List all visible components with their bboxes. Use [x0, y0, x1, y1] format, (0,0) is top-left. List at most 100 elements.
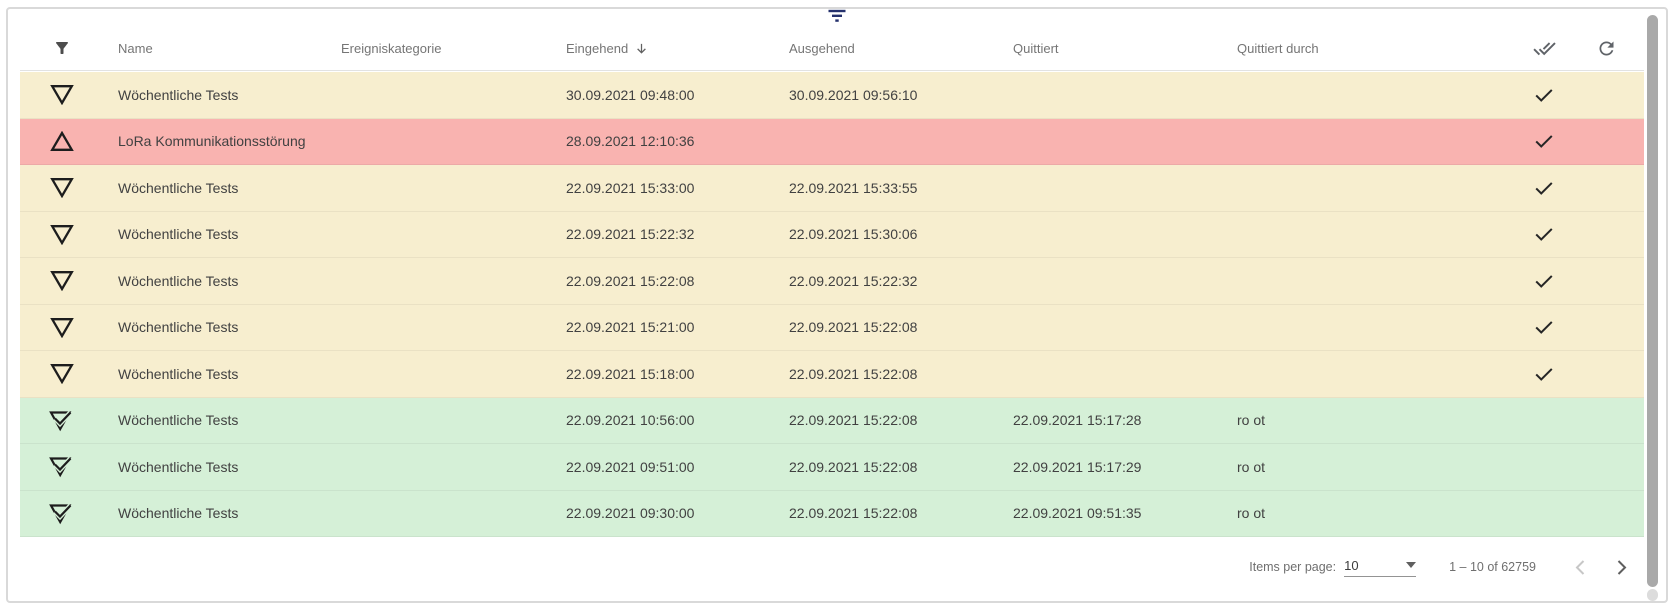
page-range-label: 1 – 10 of 62759 [1449, 560, 1536, 574]
filter-list-toggle-button[interactable] [820, 3, 854, 29]
cell-outgoing: 30.09.2021 09:56:10 [789, 86, 918, 103]
table-row[interactable]: Wöchentliche Tests 22.09.2021 15:33:00 2… [20, 165, 1644, 212]
column-header-incoming[interactable]: Eingehend [566, 41, 789, 56]
triangle-down-check-icon [49, 410, 73, 431]
triangle-down-check-icon [49, 457, 73, 478]
acknowledge-action[interactable] [1533, 177, 1555, 199]
triangle-down-icon [50, 364, 74, 385]
cell-incoming: 22.09.2021 15:18:00 [566, 365, 695, 382]
cell-outgoing: 22.09.2021 15:22:08 [789, 412, 918, 429]
triangle-down-check-icon [49, 503, 73, 524]
chevron-left-icon [1575, 560, 1585, 575]
row-status-cell [20, 409, 118, 432]
acknowledge-action[interactable] [1533, 363, 1555, 385]
row-status-cell [20, 270, 118, 292]
acknowledge-action[interactable] [1533, 223, 1555, 245]
triangle-down-icon [50, 224, 74, 245]
cell-acknowledged-by: ro ot [1237, 412, 1266, 429]
cell-outgoing: 22.09.2021 15:33:55 [789, 179, 918, 196]
column-header-name[interactable]: Name [118, 40, 153, 56]
triangle-up-icon [50, 130, 74, 151]
row-status-cell [20, 363, 118, 385]
cell-acknowledged-by: ro ot [1237, 505, 1266, 522]
cell-incoming: 28.09.2021 12:10:36 [566, 133, 695, 150]
table-row[interactable]: Wöchentliche Tests 22.09.2021 09:51:00 2… [20, 444, 1644, 491]
row-status-cell [20, 177, 118, 199]
cell-acknowledged-by: ro ot [1237, 458, 1266, 475]
table-row[interactable]: Wöchentliche Tests 22.09.2021 15:22:08 2… [20, 258, 1644, 305]
next-page-button[interactable] [1602, 548, 1640, 586]
select-caret-icon [1406, 562, 1417, 568]
check-icon [1535, 274, 1553, 288]
cell-acknowledged: 22.09.2021 09:51:35 [1013, 505, 1142, 522]
cell-name: LoRa Kommunikationsstörung [118, 133, 306, 150]
column-header-category[interactable]: Ereigniskategorie [341, 40, 442, 56]
check-icon [1535, 135, 1553, 149]
cell-name: Wöchentliche Tests [118, 412, 239, 429]
items-per-page-value: 10 [1344, 557, 1359, 573]
row-status-cell [20, 455, 118, 478]
cell-incoming: 22.09.2021 15:21:00 [566, 319, 695, 336]
cell-incoming: 22.09.2021 09:51:00 [566, 458, 695, 475]
column-header-outgoing[interactable]: Ausgehend [789, 40, 855, 56]
table-row[interactable]: Wöchentliche Tests 22.09.2021 15:18:00 2… [20, 351, 1644, 398]
filter-funnel-icon [56, 42, 68, 54]
cell-name: Wöchentliche Tests [118, 505, 239, 522]
cell-incoming: 22.09.2021 10:56:00 [566, 412, 695, 429]
check-icon [1535, 321, 1553, 335]
cell-outgoing: 22.09.2021 15:22:08 [789, 505, 918, 522]
column-header-acknowledged[interactable]: Quittiert [1013, 40, 1059, 56]
cell-name: Wöchentliche Tests [118, 458, 239, 475]
cell-outgoing: 22.09.2021 15:22:32 [789, 272, 918, 289]
cell-incoming: 22.09.2021 15:22:08 [566, 272, 695, 289]
previous-page-button [1562, 548, 1600, 586]
table-row[interactable]: LoRa Kommunikationsstörung 28.09.2021 12… [20, 118, 1644, 165]
check-icon [1535, 88, 1553, 102]
cell-outgoing: 22.09.2021 15:22:08 [789, 458, 918, 475]
cell-acknowledged: 22.09.2021 15:17:29 [1013, 458, 1142, 475]
triangle-down-icon [50, 317, 74, 338]
acknowledge-action[interactable] [1533, 84, 1555, 106]
cell-name: Wöchentliche Tests [118, 86, 239, 103]
cell-outgoing: 22.09.2021 15:30:06 [789, 226, 918, 243]
arrow-downward-sort-icon [637, 43, 646, 54]
vertical-scrollbar-thumb[interactable] [1647, 15, 1658, 587]
triangle-down-icon [50, 271, 74, 292]
row-status-cell [20, 130, 118, 152]
row-status-cell [20, 84, 118, 106]
row-status-cell [20, 224, 118, 245]
cell-incoming: 22.09.2021 09:30:00 [566, 505, 695, 522]
cell-name: Wöchentliche Tests [118, 179, 239, 196]
table-row[interactable]: Wöchentliche Tests 22.09.2021 15:22:32 2… [20, 211, 1644, 258]
items-per-page-select[interactable]: 10 [1344, 557, 1417, 577]
row-status-cell [20, 502, 118, 525]
refresh-button[interactable] [1588, 30, 1624, 66]
cell-name: Wöchentliche Tests [118, 226, 239, 243]
table-row[interactable]: Wöchentliche Tests 30.09.2021 09:48:00 3… [20, 72, 1644, 119]
cell-incoming: 30.09.2021 09:48:00 [566, 86, 695, 103]
cell-outgoing: 22.09.2021 15:22:08 [789, 365, 918, 382]
acknowledge-all-button[interactable] [1526, 30, 1562, 66]
triangle-down-icon [50, 178, 74, 199]
check-icon [1535, 181, 1553, 195]
cell-name: Wöchentliche Tests [118, 272, 239, 289]
check-icon [1535, 367, 1553, 381]
table-row[interactable]: Wöchentliche Tests 22.09.2021 10:56:00 2… [20, 397, 1644, 444]
refresh-icon [1599, 41, 1613, 55]
acknowledge-action[interactable] [1533, 270, 1555, 292]
acknowledge-action[interactable] [1533, 130, 1555, 152]
filter-list-icon [828, 9, 846, 22]
acknowledge-action[interactable] [1533, 316, 1555, 338]
header-filter-cell[interactable] [20, 39, 118, 57]
chevron-right-icon [1617, 560, 1627, 575]
column-header-incoming-label: Eingehend [566, 40, 629, 56]
items-per-page-label: Items per page: [1249, 560, 1337, 574]
table-body: Wöchentliche Tests 30.09.2021 09:48:00 3… [20, 72, 1644, 537]
table-row[interactable]: Wöchentliche Tests 22.09.2021 15:21:00 2… [20, 304, 1644, 351]
column-header-acknowledged-by[interactable]: Quittiert durch [1237, 40, 1319, 56]
triangle-down-icon [50, 85, 74, 106]
table-row[interactable]: Wöchentliche Tests 22.09.2021 09:30:00 2… [20, 490, 1644, 537]
row-status-cell [20, 317, 118, 338]
cell-acknowledged: 22.09.2021 15:17:28 [1013, 412, 1142, 429]
